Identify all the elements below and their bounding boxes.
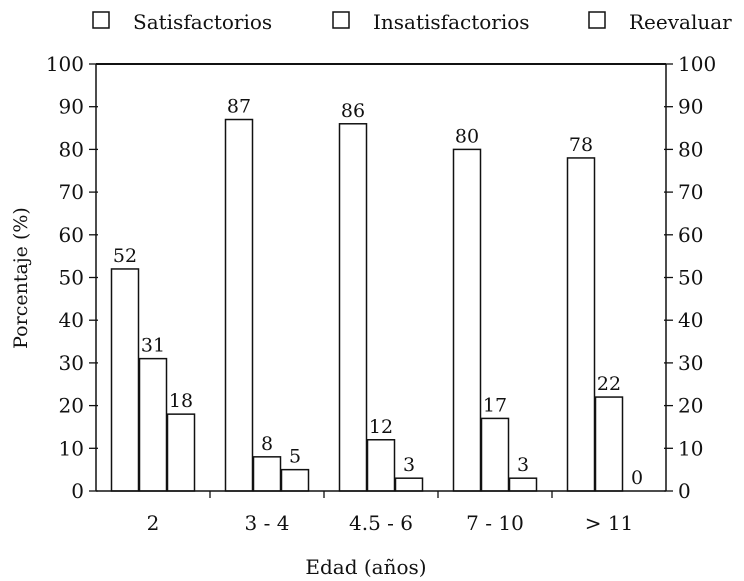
y-tick-label-left: 50 [59, 266, 84, 290]
data-label: 86 [341, 100, 365, 122]
bar-satisfactorios [338, 123, 368, 492]
legend-item: Insatisfactorios [373, 10, 530, 34]
legend: Satisfactorios Insatisfactorios Reevaluar [92, 10, 732, 34]
y-tick-label-right: 80 [678, 137, 703, 161]
data-label: 52 [113, 245, 137, 267]
y-tick-label-left: 90 [59, 95, 84, 119]
plot-area: 52 31 18 87 85 86 12 3 80 17 3 78 22 0 [110, 96, 643, 492]
data-label: 5 [289, 446, 301, 468]
y-axis-label: Porcentaje (%) [10, 207, 32, 349]
bar-insatisfactorios [252, 456, 282, 492]
data-label: 31 [141, 335, 165, 357]
y-tick-label-right: 30 [678, 351, 703, 375]
data-label: 18 [169, 390, 193, 412]
bar-reevaluar [508, 477, 538, 492]
data-label: 87 [227, 96, 251, 118]
y-tick-label-left: 10 [59, 436, 84, 460]
bar-insatisfactorios [594, 396, 624, 492]
data-label: 22 [597, 373, 621, 395]
y-tick-label-right: 0 [678, 479, 691, 503]
legend-swatch [588, 11, 606, 29]
x-axis-label: Edad (años) [305, 555, 426, 579]
legend-swatch [92, 11, 110, 29]
y-tick-label-right: 10 [678, 436, 703, 460]
y-tick-label-right: 100 [678, 52, 716, 76]
data-label: 3 [517, 454, 529, 476]
y-tick-label-right: 50 [678, 266, 703, 290]
data-label: 17 [483, 394, 507, 416]
bar-insatisfactorios [366, 439, 396, 492]
y-tick-label-left: 40 [59, 308, 84, 332]
x-tick-label: 2 [147, 511, 160, 535]
data-label: 0 [631, 467, 643, 489]
x-tick-label: 7 - 10 [466, 511, 524, 535]
bar-insatisfactorios [138, 357, 168, 492]
y-tick-label-right: 40 [678, 308, 703, 332]
bar-reevaluar [166, 413, 196, 492]
legend-item: Reevaluar [629, 10, 732, 34]
bar-reevaluar [280, 468, 310, 492]
data-label: 12 [369, 416, 393, 438]
legend-swatch [332, 11, 350, 29]
y-tick-label-right: 20 [678, 394, 703, 418]
y-tick-label-left: 0 [71, 479, 84, 503]
data-label: 80 [455, 125, 479, 147]
bar-satisfactorios [224, 118, 254, 492]
y-tick-label-left: 60 [59, 223, 84, 247]
bar-reevaluar [394, 477, 424, 492]
y-tick-label-left: 80 [59, 137, 84, 161]
y-tick-label-left: 100 [46, 52, 84, 76]
x-tick-label: 3 - 4 [245, 511, 290, 535]
bar-satisfactorios [452, 148, 482, 492]
x-tick-label: > 11 [585, 511, 634, 535]
bar-satisfactorios [110, 268, 140, 492]
y-tick-label-right: 90 [678, 95, 703, 119]
x-tick-label: 4.5 - 6 [349, 511, 413, 535]
data-label: 78 [569, 134, 593, 156]
y-tick-label-left: 70 [59, 180, 84, 204]
legend-item: Satisfactorios [133, 10, 272, 34]
bar-satisfactorios [566, 157, 596, 492]
bar-insatisfactorios [480, 417, 510, 492]
y-tick-label-right: 60 [678, 223, 703, 247]
y-tick-label-left: 30 [59, 351, 84, 375]
data-label: 8 [261, 433, 273, 455]
y-tick-label-left: 20 [59, 394, 84, 418]
data-label: 3 [403, 454, 415, 476]
y-tick-label-right: 70 [678, 180, 703, 204]
